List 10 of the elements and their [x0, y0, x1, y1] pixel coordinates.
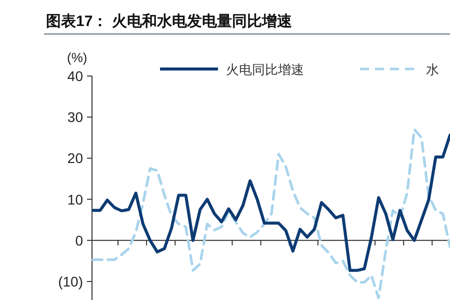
y-tick-label: (10) — [58, 274, 83, 290]
legend-label: 火电同比增速 — [226, 62, 304, 77]
y-tick-label: 20 — [67, 150, 84, 166]
y-axis-title: (%) — [67, 50, 88, 65]
chart-title: 图表17： 火电和水电发电量同比增速 — [46, 13, 293, 30]
y-tick-label: 0 — [75, 232, 84, 248]
y-tick-label: 30 — [67, 109, 84, 126]
y-tick-label: 10 — [67, 191, 84, 208]
y-tick-label: 40 — [67, 68, 84, 84]
legend-label: 水 — [426, 62, 439, 77]
